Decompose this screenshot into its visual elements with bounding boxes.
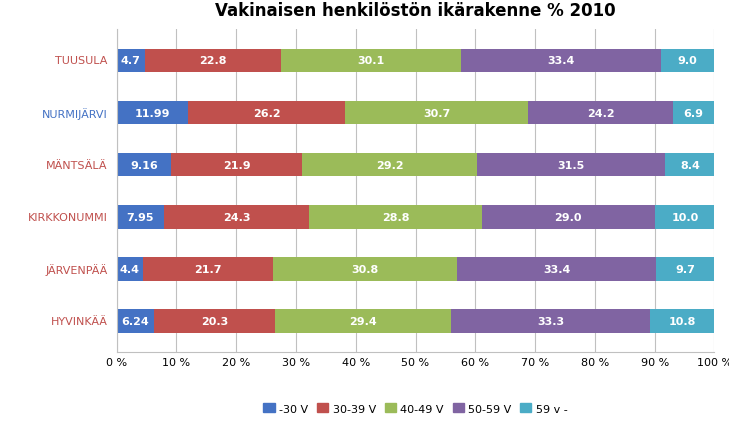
Text: 33.4: 33.4 — [543, 264, 570, 274]
Bar — [117, 101, 188, 125]
Text: NURMIJÄRVI: NURMIJÄRVI — [42, 108, 108, 119]
Text: 30.8: 30.8 — [351, 264, 378, 274]
Bar — [650, 310, 714, 333]
Bar — [276, 310, 451, 333]
Bar — [655, 206, 714, 229]
Text: 6.9: 6.9 — [684, 108, 703, 118]
Bar — [457, 258, 656, 281]
Bar — [145, 49, 281, 73]
Text: 7.95: 7.95 — [127, 212, 154, 222]
Bar — [529, 101, 673, 125]
Text: 11.99: 11.99 — [135, 108, 171, 118]
Bar — [482, 206, 655, 229]
Text: 9.16: 9.16 — [130, 160, 158, 170]
Bar — [281, 49, 461, 73]
Text: 33.3: 33.3 — [537, 316, 564, 326]
Text: 8.4: 8.4 — [680, 160, 701, 170]
Text: 30.1: 30.1 — [357, 56, 385, 66]
Bar — [345, 101, 529, 125]
Text: 22.8: 22.8 — [199, 56, 227, 66]
Legend: -30 V, 30-39 V, 40-49 V, 50-59 V, 59 v -: -30 V, 30-39 V, 40-49 V, 50-59 V, 59 v - — [259, 399, 572, 418]
Text: 6.24: 6.24 — [122, 316, 149, 326]
Text: 29.2: 29.2 — [375, 160, 403, 170]
Bar — [660, 49, 714, 73]
Text: 29.4: 29.4 — [349, 316, 377, 326]
Bar — [656, 258, 714, 281]
Bar — [117, 258, 143, 281]
Bar — [273, 258, 457, 281]
Text: 30.7: 30.7 — [423, 108, 451, 118]
Bar — [477, 154, 665, 177]
Text: JÄRVENPÄÄ: JÄRVENPÄÄ — [45, 264, 108, 275]
Bar — [154, 310, 276, 333]
Text: 26.2: 26.2 — [253, 108, 281, 118]
Title: Vakinaisen henkilöstön ikärakenne % 2010: Vakinaisen henkilöstön ikärakenne % 2010 — [215, 2, 616, 20]
Text: 20.3: 20.3 — [201, 316, 228, 326]
Bar — [171, 154, 303, 177]
Text: TUUSULA: TUUSULA — [55, 56, 108, 66]
Bar — [117, 310, 154, 333]
Text: 21.9: 21.9 — [223, 160, 251, 170]
Bar — [303, 154, 477, 177]
Bar — [117, 154, 171, 177]
Text: 10.8: 10.8 — [668, 316, 696, 326]
Bar — [309, 206, 482, 229]
Text: 28.8: 28.8 — [382, 212, 409, 222]
Text: 24.3: 24.3 — [223, 212, 251, 222]
Bar — [143, 258, 273, 281]
Text: 24.2: 24.2 — [587, 108, 615, 118]
Bar — [451, 310, 650, 333]
Text: 4.7: 4.7 — [121, 56, 141, 66]
Bar — [117, 206, 164, 229]
Text: KIRKKONUMMI: KIRKKONUMMI — [28, 212, 108, 222]
Text: 4.4: 4.4 — [120, 264, 140, 274]
Text: 31.5: 31.5 — [558, 160, 585, 170]
Bar — [461, 49, 660, 73]
Text: 21.7: 21.7 — [194, 264, 222, 274]
Bar — [164, 206, 309, 229]
Text: HYVINKÄÄ: HYVINKÄÄ — [51, 316, 108, 326]
Text: 9.0: 9.0 — [678, 56, 698, 66]
Text: 9.7: 9.7 — [676, 264, 695, 274]
Bar — [188, 101, 345, 125]
Text: 29.0: 29.0 — [555, 212, 582, 222]
Text: 33.4: 33.4 — [547, 56, 574, 66]
Bar — [665, 154, 715, 177]
Text: MÄNTSÄLÄ: MÄNTSÄLÄ — [46, 160, 108, 170]
Bar — [673, 101, 714, 125]
Text: 10.0: 10.0 — [671, 212, 698, 222]
Bar — [117, 49, 145, 73]
